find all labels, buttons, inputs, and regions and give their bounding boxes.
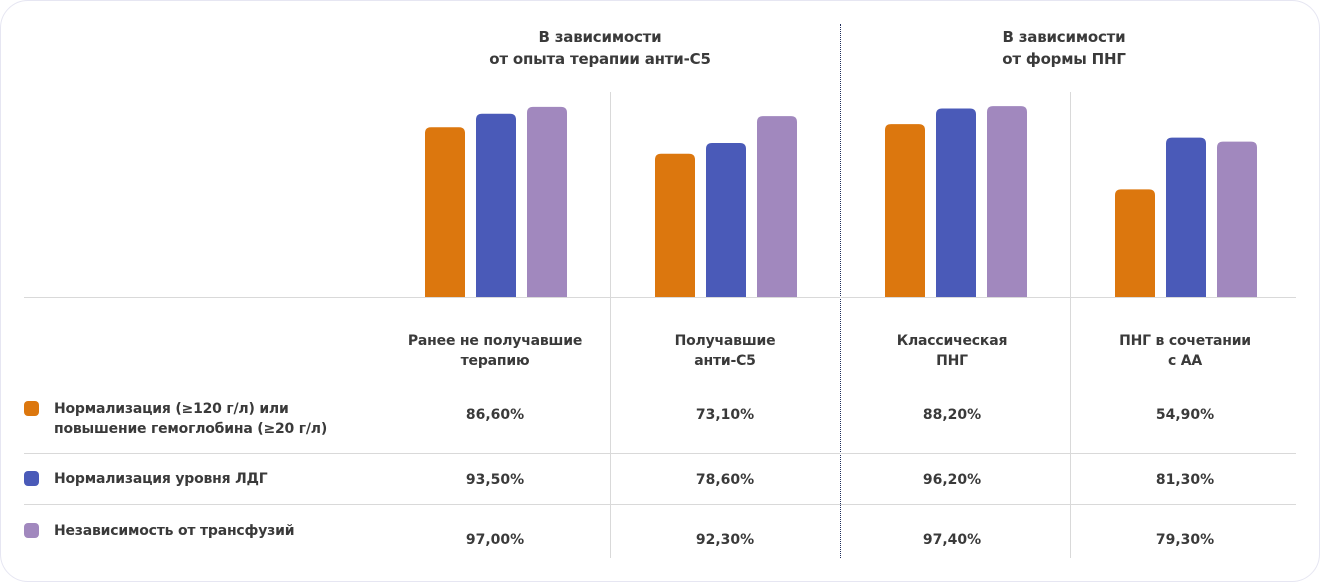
table-cell: 79,30% xyxy=(1155,532,1215,548)
legend-swatch xyxy=(24,523,39,538)
legend-item-hemoglobin: Нормализация (≥120 г/л) или повышение ге… xyxy=(24,399,327,439)
bar-3-4 xyxy=(1217,141,1257,297)
table-cell: 81,30% xyxy=(1155,472,1215,488)
legend-label-line: Нормализация уровня ЛДГ xyxy=(54,471,268,487)
bar-3-1 xyxy=(527,106,567,297)
bar-2-2 xyxy=(706,142,746,297)
legend-label-line: Независимость от трансфузий xyxy=(54,523,295,539)
row-separator xyxy=(24,453,1296,454)
group-divider xyxy=(840,24,841,558)
legend-swatch xyxy=(24,401,39,416)
column-divider xyxy=(610,92,611,558)
legend-item-transfusion: Независимость от трансфузий xyxy=(24,521,295,541)
category-label: ПНГ в сочетании с АА xyxy=(1070,331,1300,371)
category-label-line: ПНГ xyxy=(936,353,968,369)
bar-3-2 xyxy=(757,116,797,297)
table-cell: 54,90% xyxy=(1155,407,1215,423)
group-title-line: от формы ПНГ xyxy=(1002,50,1126,68)
column-divider xyxy=(1070,92,1071,558)
row-separator xyxy=(24,504,1296,505)
category-label-line: Классическая xyxy=(896,333,1008,349)
legend-label: Нормализация (≥120 г/л) или повышение ге… xyxy=(54,399,327,439)
bar-1-4 xyxy=(1115,189,1155,297)
category-label: Ранее не получавшие терапию xyxy=(380,331,610,371)
table-cell: 88,20% xyxy=(922,407,982,423)
bar-1-2 xyxy=(655,153,695,297)
legend-label: Нормализация уровня ЛДГ xyxy=(54,469,268,489)
table-cell: 92,30% xyxy=(695,532,755,548)
table-cell: 73,10% xyxy=(695,407,755,423)
group-title-therapy: В зависимости от опыта терапии анти-С5 xyxy=(370,26,830,70)
bar-2-4 xyxy=(1166,137,1206,297)
bar-1-1 xyxy=(425,127,465,297)
table-cell: 96,20% xyxy=(922,472,982,488)
group-title-line: В зависимости xyxy=(538,28,662,46)
legend-label: Независимость от трансфузий xyxy=(54,521,295,541)
table-cell: 97,00% xyxy=(465,532,525,548)
legend-swatch xyxy=(24,471,39,486)
table-cell: 93,50% xyxy=(465,472,525,488)
bar-1-3 xyxy=(885,124,925,298)
group-title-png-form: В зависимости от формы ПНГ xyxy=(834,26,1294,70)
category-label: Получавшие анти-С5 xyxy=(610,331,840,371)
category-label: Классическая ПНГ xyxy=(837,331,1067,371)
legend-item-ldh: Нормализация уровня ЛДГ xyxy=(24,469,268,489)
legend-label-line: Нормализация (≥120 г/л) или xyxy=(54,401,289,417)
group-title-line: В зависимости xyxy=(1002,28,1126,46)
chart-baseline xyxy=(24,297,1296,298)
category-label-line: терапию xyxy=(460,353,530,369)
category-label-line: анти-С5 xyxy=(694,353,756,369)
group-title-line: от опыта терапии анти-С5 xyxy=(489,50,711,68)
category-label-line: ПНГ в сочетании xyxy=(1119,333,1251,349)
table-cell: 97,40% xyxy=(922,532,982,548)
category-label-line: Получавшие xyxy=(674,333,776,349)
table-cell: 86,60% xyxy=(465,407,525,423)
bar-2-1 xyxy=(476,113,516,298)
bar-2-3 xyxy=(936,108,976,297)
table-cell: 78,60% xyxy=(695,472,755,488)
category-label-line: с АА xyxy=(1167,353,1203,369)
legend-label-line: повышение гемоглобина (≥20 г/л) xyxy=(54,421,328,437)
bar-3-3 xyxy=(987,106,1027,297)
category-label-line: Ранее не получавшие xyxy=(407,333,583,349)
